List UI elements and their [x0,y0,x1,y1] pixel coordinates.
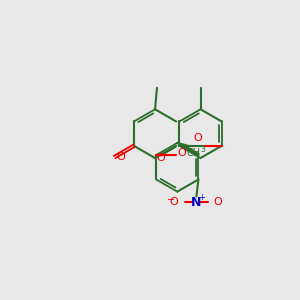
Text: O: O [177,148,186,158]
Text: −: − [167,195,175,205]
Text: N: N [191,196,202,209]
Text: 3: 3 [200,145,205,154]
Text: O: O [193,134,202,143]
Text: CH: CH [187,148,201,158]
Text: O: O [170,197,178,207]
Text: O: O [213,197,222,207]
Text: O: O [117,152,125,162]
Text: +: + [198,193,205,202]
Text: O: O [157,153,165,163]
